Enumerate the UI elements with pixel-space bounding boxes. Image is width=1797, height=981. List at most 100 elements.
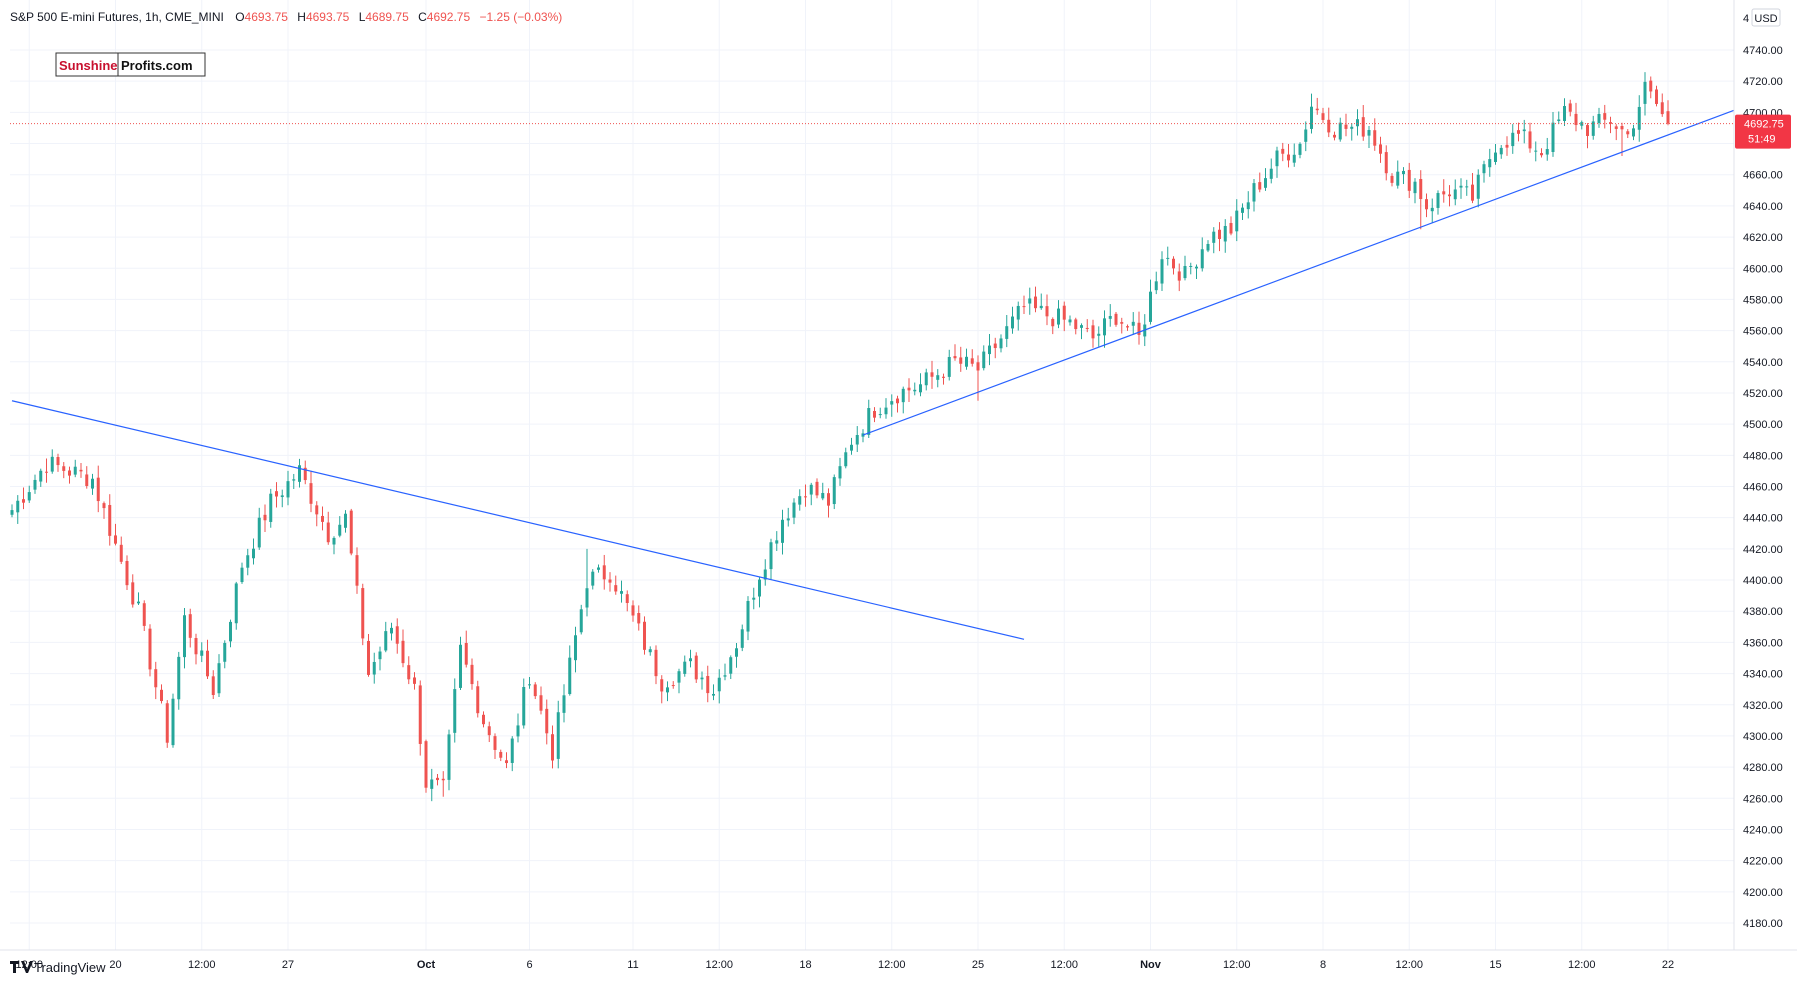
candle-body	[1177, 271, 1181, 281]
candle-body	[1149, 291, 1152, 322]
currency-badge[interactable]	[1751, 8, 1781, 27]
candle	[1626, 129, 1630, 139]
candle-body	[930, 372, 934, 377]
price-tick-label: 4560.00	[1743, 326, 1783, 338]
candle	[1016, 301, 1020, 331]
candle	[1321, 107, 1325, 124]
candle	[620, 580, 623, 603]
candle	[10, 504, 14, 518]
tradingview-brand[interactable]: TradingView	[10, 960, 106, 975]
candle	[27, 485, 31, 503]
candle-body	[1252, 183, 1256, 202]
candle-body	[309, 483, 313, 504]
candle-body	[413, 677, 416, 684]
trendline[interactable]	[862, 108, 1738, 436]
candle	[1028, 287, 1032, 315]
candle-body	[326, 522, 330, 543]
candle-body	[476, 686, 480, 714]
candle	[867, 399, 871, 439]
candle-body	[211, 676, 215, 695]
candle	[464, 630, 468, 668]
candle	[792, 498, 796, 525]
candle	[125, 555, 129, 590]
open-label: O	[235, 10, 244, 24]
candle-body	[648, 649, 652, 653]
candle	[286, 470, 290, 506]
candle	[114, 523, 117, 546]
candle	[183, 608, 186, 669]
candle-body	[689, 658, 692, 662]
candle-body	[1016, 305, 1020, 320]
candle	[1120, 317, 1124, 334]
candle	[372, 652, 376, 684]
candle-body	[1396, 171, 1400, 186]
symbol-legend[interactable]: S&P 500 E-mini Futures, 1h, CME_MINI O46…	[10, 10, 562, 24]
candle	[804, 484, 807, 507]
candle	[585, 548, 589, 617]
candle-body	[873, 410, 876, 418]
candle	[947, 349, 951, 381]
candle-body	[1137, 322, 1141, 335]
price-tick-label: 4280.00	[1743, 762, 1783, 774]
candle-body	[487, 726, 491, 736]
candle	[1039, 293, 1043, 310]
candle-body	[907, 387, 911, 391]
candle	[890, 394, 894, 417]
candle-body	[1258, 182, 1262, 190]
candle	[694, 652, 698, 683]
candle-body	[96, 477, 100, 502]
candle-body	[809, 484, 813, 495]
candle	[838, 457, 842, 486]
candle-body	[614, 585, 618, 592]
candle	[430, 768, 434, 802]
price-axis[interactable]: 4180.00 4200.00 4220.00 4240.00 4260.00 4280.…	[1743, 45, 1783, 930]
candle-body	[999, 338, 1003, 349]
candle-body	[194, 638, 198, 655]
time-tick-label: 11	[627, 959, 638, 971]
candle	[85, 466, 89, 489]
candle-body	[1419, 179, 1423, 200]
candle-body	[240, 567, 244, 583]
candle	[1252, 178, 1256, 212]
candle	[148, 624, 152, 677]
candle	[735, 643, 738, 668]
candle	[303, 460, 307, 485]
price-tick-label: 4220.00	[1743, 856, 1783, 868]
candle-body	[919, 384, 922, 393]
time-tick-label: Oct	[417, 959, 436, 971]
candle	[407, 656, 411, 685]
price-tick-label: 4440.00	[1743, 513, 1783, 525]
candle	[395, 618, 399, 654]
candle	[717, 669, 721, 704]
time-tick-label: 12:00	[1568, 959, 1596, 971]
candle	[361, 583, 365, 646]
candle-body	[683, 661, 687, 674]
candle-body	[579, 609, 583, 633]
candle	[827, 488, 830, 518]
candle-body	[68, 470, 71, 476]
candle-body	[418, 685, 422, 744]
candle-body	[1471, 184, 1474, 201]
candle	[1137, 311, 1141, 345]
time-axis[interactable]: 12:00 20 12:00 27 Oct 6 11 12:00 18 12:00 25 12:00 N…	[15, 959, 1674, 971]
candle	[1206, 240, 1210, 253]
candle-body	[1281, 148, 1285, 154]
candle-body	[516, 725, 520, 737]
candle-body	[769, 542, 773, 570]
candle	[188, 608, 192, 648]
candle-body	[758, 579, 761, 597]
candle	[723, 663, 727, 681]
candle-body	[643, 621, 646, 650]
candle	[91, 473, 94, 495]
candle-body	[384, 631, 388, 651]
candle	[907, 378, 911, 402]
candle	[614, 575, 618, 595]
trendline[interactable]	[11, 400, 1025, 640]
candle-body	[896, 398, 899, 404]
candle	[1022, 295, 1026, 315]
candle-body	[1505, 144, 1509, 148]
candle	[367, 634, 370, 677]
candle-body	[85, 474, 89, 486]
price-axis-background[interactable]	[1734, 0, 1797, 950]
